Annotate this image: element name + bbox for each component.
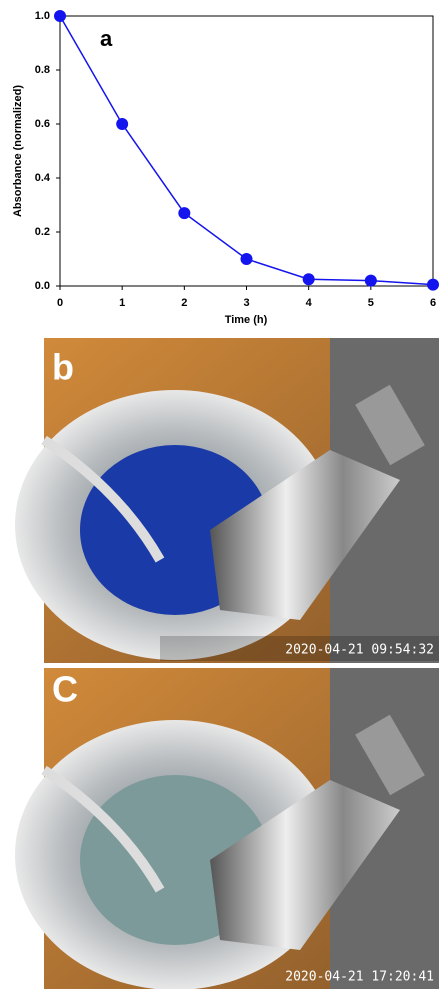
photos: b 2020-04-21 09:54:32 C 2020-04-21 17:20…: [15, 338, 439, 989]
x-axis-title: Time (h): [225, 314, 268, 326]
data-point: [116, 118, 129, 130]
x-tick-label: 4: [306, 297, 313, 309]
data-point: [54, 10, 66, 22]
x-tick-label: 6: [430, 297, 436, 309]
data-point: [302, 273, 315, 286]
x-tick-label: 1: [119, 297, 125, 309]
plot-frame: [59, 15, 434, 287]
x-tick-label: 3: [243, 297, 249, 309]
y-tick-label: 0.8: [35, 64, 50, 76]
y-tick-label: 0.0: [35, 280, 50, 292]
timestamp: 2020-04-21 09:54:32: [285, 643, 434, 658]
data-point: [240, 253, 253, 265]
data-point: [427, 278, 439, 291]
data-point: [364, 274, 377, 287]
y-tick-label: 0.2: [35, 226, 50, 238]
panel-label: b: [52, 347, 74, 388]
x-tick-label: 5: [368, 297, 374, 309]
photo-c: [15, 668, 439, 989]
timestamp: 2020-04-21 17:20:41: [285, 970, 434, 985]
panel-label: a: [100, 26, 113, 51]
panel-label: C: [52, 669, 78, 710]
data-line: [59, 15, 434, 286]
x-tick-label: 2: [181, 297, 187, 309]
y-tick-label: 0.6: [35, 118, 50, 130]
x-tick-label: 0: [57, 297, 63, 309]
y-tick-label: 1.0: [35, 10, 50, 22]
data-point: [178, 207, 191, 220]
y-tick-label: 0.4: [35, 172, 51, 184]
y-axis-title: Absorbance (normalized): [12, 85, 24, 217]
photo-b: [15, 338, 439, 663]
chart: a Time (h) Absorbance (normalized) 0.0 0.…: [12, 10, 439, 326]
